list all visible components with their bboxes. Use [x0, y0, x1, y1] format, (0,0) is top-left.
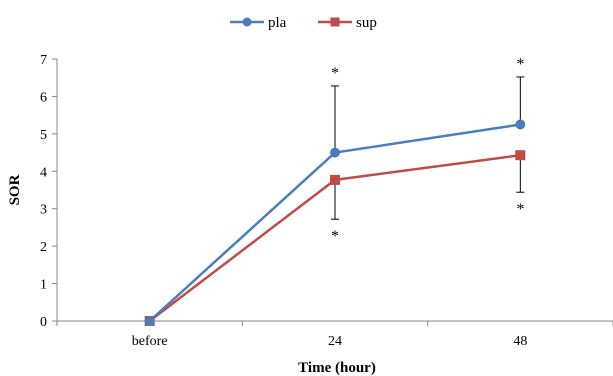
x-tick-label: 48 — [513, 334, 527, 349]
data-point-sup — [515, 150, 526, 161]
x-axis-title: Time (hour) — [298, 360, 376, 376]
y-tick-label: 7 — [40, 53, 47, 68]
y-axis-title: SOR — [7, 174, 23, 205]
data-markers — [144, 119, 526, 326]
legend-marker-sup — [330, 17, 340, 27]
legend: pla sup — [230, 15, 377, 31]
data-point-pla — [330, 147, 340, 158]
y-tick-label: 2 — [40, 240, 47, 255]
legend-label-pla: pla — [268, 15, 287, 31]
annotations: * * * * — [331, 56, 524, 245]
significance-marker: * — [331, 65, 339, 82]
x-tick-label: 24 — [328, 334, 342, 349]
y-tick-label: 5 — [40, 128, 47, 143]
significance-marker: * — [516, 201, 524, 218]
data-point-pla — [144, 316, 155, 326]
error-bars — [331, 76, 525, 220]
significance-marker: * — [516, 56, 524, 73]
y-tick-label: 6 — [40, 90, 47, 105]
data-point-pla — [515, 119, 526, 130]
x-tick-label: before — [132, 334, 168, 349]
legend-marker-pla — [242, 17, 252, 27]
y-tick-label: 0 — [40, 315, 47, 330]
significance-marker: * — [331, 228, 339, 245]
y-tick-label: 3 — [40, 203, 47, 218]
y-tick-label: 4 — [40, 165, 47, 180]
y-tick-label: 1 — [40, 278, 47, 293]
axes: 0 1 2 3 4 5 6 7 before 24 48 — [40, 53, 613, 349]
data-point-sup — [330, 174, 340, 185]
legend-label-sup: sup — [356, 15, 377, 31]
